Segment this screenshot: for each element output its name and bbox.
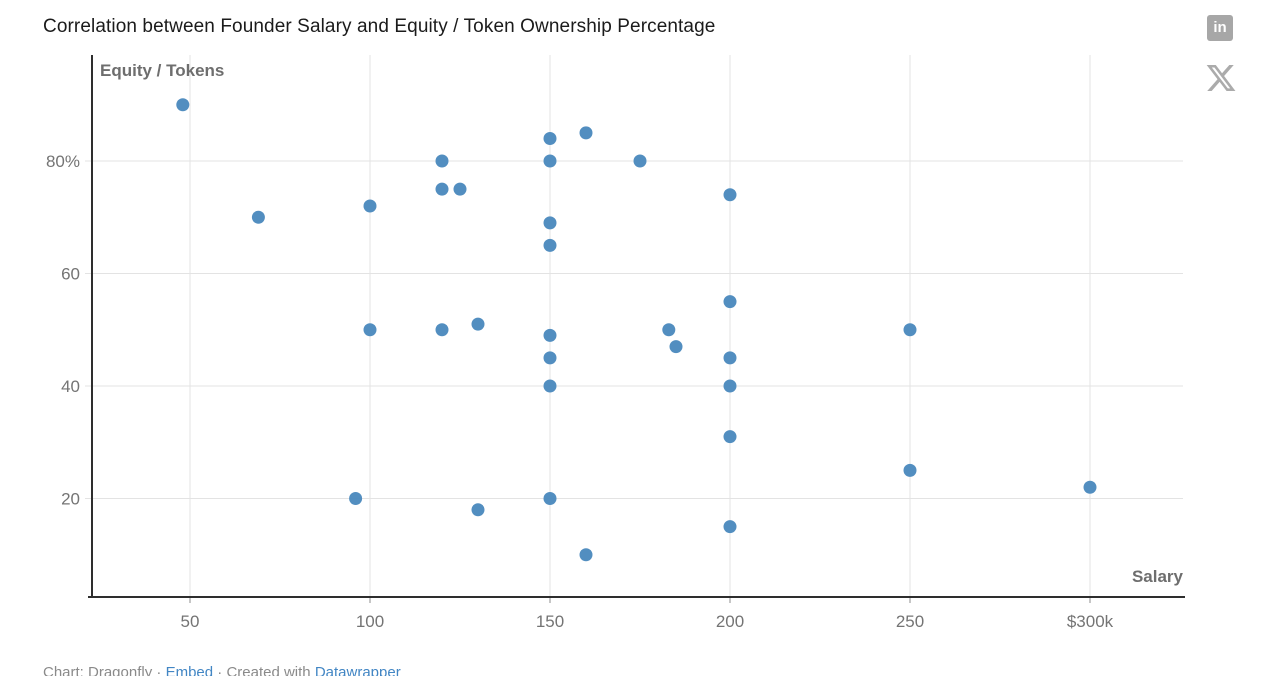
data-point[interactable]: [723, 379, 737, 393]
data-point[interactable]: [543, 328, 557, 342]
data-point[interactable]: [723, 430, 737, 444]
data-point[interactable]: [662, 323, 676, 337]
data-point[interactable]: [363, 323, 377, 337]
data-point[interactable]: [723, 188, 737, 202]
data-point[interactable]: [723, 351, 737, 365]
y-tick-label: 20: [61, 490, 80, 509]
data-point[interactable]: [543, 379, 557, 393]
data-point[interactable]: [633, 154, 647, 168]
data-point[interactable]: [453, 182, 467, 196]
y-tick-label: 40: [61, 377, 80, 396]
y-tick-label: 80%: [46, 152, 80, 171]
data-point[interactable]: [435, 154, 449, 168]
x-axis-title: Salary: [1131, 567, 1183, 586]
x-tick-label: 50: [181, 612, 200, 631]
x-tick-label: 200: [716, 612, 744, 631]
datawrapper-link[interactable]: Datawrapper: [314, 664, 401, 676]
x-logo-icon: [1206, 65, 1236, 91]
linkedin-share-icon[interactable]: in: [1207, 15, 1233, 41]
data-point[interactable]: [363, 199, 377, 213]
y-axis-title: Equity / Tokens: [100, 61, 225, 80]
data-point[interactable]: [543, 216, 557, 230]
x-tick-label: 150: [536, 612, 564, 631]
data-point[interactable]: [176, 98, 190, 112]
data-point[interactable]: [435, 323, 449, 337]
data-point[interactable]: [543, 351, 557, 365]
x-tick-label: 100: [356, 612, 384, 631]
data-point[interactable]: [543, 132, 557, 145]
data-point[interactable]: [349, 492, 363, 505]
y-tick-label: 60: [61, 265, 80, 284]
chart-footer: Chart: Dragonfly · Embed · Created with …: [43, 664, 401, 676]
data-point[interactable]: [1083, 480, 1097, 494]
data-point[interactable]: [543, 154, 557, 168]
data-point[interactable]: [579, 548, 593, 562]
data-point[interactable]: [471, 317, 485, 331]
chart-title: Correlation between Founder Salary and E…: [43, 16, 716, 37]
embed-link[interactable]: Embed: [165, 664, 214, 676]
footer-separator-1: ·: [152, 664, 166, 676]
footer-separator-2: ·: [213, 664, 227, 676]
chart-credit: Chart: Dragonfly: [43, 664, 153, 676]
x-share-icon[interactable]: [1205, 62, 1237, 94]
data-point[interactable]: [543, 238, 557, 252]
x-tick-label: 250: [896, 612, 924, 631]
created-with-text: Created with: [226, 664, 315, 676]
data-point[interactable]: [669, 340, 683, 354]
data-point[interactable]: [579, 126, 593, 140]
data-point[interactable]: [903, 463, 917, 477]
data-point[interactable]: [903, 323, 917, 337]
data-point[interactable]: [543, 492, 557, 505]
data-point[interactable]: [435, 182, 449, 196]
data-point[interactable]: [723, 520, 737, 534]
data-point[interactable]: [723, 295, 737, 309]
data-point[interactable]: [471, 503, 485, 517]
x-tick-label: $300k: [1067, 612, 1114, 631]
data-point[interactable]: [251, 210, 265, 224]
